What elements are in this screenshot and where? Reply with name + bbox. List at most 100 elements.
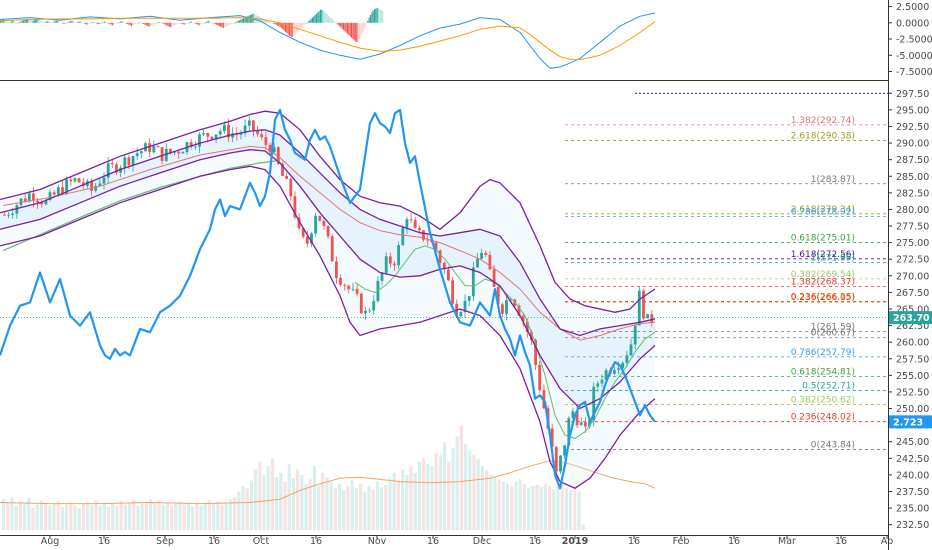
osc-tick-label: -2.5000	[896, 35, 932, 46]
histogram-bar	[379, 9, 381, 23]
band-fill	[0, 129, 655, 409]
histogram-bar	[95, 22, 97, 24]
price-tick-label: 282.50	[896, 188, 929, 199]
price-tick-label: 295.00	[896, 105, 929, 116]
candle-body	[397, 245, 400, 266]
time-tick-label: 16	[310, 536, 322, 547]
histogram-bar	[75, 22, 77, 24]
histogram-bar	[94, 22, 96, 24]
histogram-bar	[320, 9, 322, 23]
volume-bar	[275, 477, 279, 530]
histogram-bar	[189, 22, 191, 23]
price-axis: 297.50 295.00 292.50 290.00 287.50 285.00 282.…	[888, 0, 932, 550]
volume-bar	[569, 490, 573, 530]
oscillator-panel	[0, 7, 888, 81]
histogram-bar	[266, 20, 268, 23]
volume-bar	[228, 499, 232, 530]
candle-body	[276, 147, 280, 164]
histogram-bar	[31, 20, 33, 23]
histogram-bar	[60, 22, 62, 24]
histogram-bar	[148, 22, 150, 27]
candle-body	[44, 200, 48, 205]
histogram-bar	[18, 22, 20, 23]
candle-body	[422, 230, 425, 240]
histogram-bar	[249, 15, 251, 23]
histogram-bar	[259, 16, 261, 23]
candle-body	[297, 217, 301, 229]
histogram-bar	[240, 19, 242, 23]
histogram-bar	[6, 21, 8, 23]
histogram-bar	[340, 22, 342, 28]
histogram-bar	[24, 19, 26, 23]
volume-bar	[212, 503, 216, 530]
histogram-bar	[168, 22, 170, 27]
candle-body	[202, 133, 205, 135]
volume-bar	[493, 477, 497, 530]
band-lower-line	[0, 165, 656, 489]
histogram-bar	[209, 21, 211, 23]
histogram-bar	[28, 19, 30, 23]
histogram-bar	[124, 22, 126, 24]
candle-body	[426, 239, 430, 241]
histogram-bar	[10, 21, 12, 23]
volume-bar	[543, 483, 547, 530]
histogram-bar	[37, 19, 39, 23]
volume-bar	[506, 483, 510, 530]
histogram-bar	[361, 22, 363, 34]
histogram-bar	[224, 22, 226, 28]
histogram-bar	[137, 22, 139, 24]
histogram-bar	[220, 22, 222, 27]
histogram-bar	[207, 20, 209, 23]
fib-level-label: 0.236(266.15)	[791, 292, 855, 302]
band-upper-line	[0, 110, 656, 313]
histogram-bar	[205, 22, 207, 23]
candle-body	[517, 305, 521, 316]
histogram-bar	[221, 22, 223, 28]
histogram-bar	[183, 22, 185, 25]
price-tick-label: 260.00	[896, 338, 929, 349]
band-mid-upper-line	[0, 129, 656, 337]
candle-body	[384, 256, 388, 273]
time-tick-label: Oct	[253, 536, 270, 547]
candle-body	[173, 151, 176, 153]
candle-body	[467, 296, 471, 301]
histogram-bar	[337, 22, 339, 25]
volume-bar	[577, 491, 581, 530]
histogram-bar	[236, 21, 238, 23]
candle-body	[181, 152, 185, 154]
volume-bar	[18, 501, 22, 530]
histogram-bar	[128, 22, 130, 25]
histogram-bar	[108, 22, 110, 24]
histogram-bar	[318, 11, 320, 23]
histogram-bar	[374, 9, 376, 23]
osc-tick-label: -5.0000	[896, 51, 932, 62]
candle-body	[463, 300, 467, 313]
histogram-bar	[326, 14, 328, 23]
histogram-bar	[198, 22, 200, 26]
histogram-bar	[155, 22, 157, 24]
time-axis: Aug 16 Sep 16 Oct 16 Nov 16 Dec 16 2019 16 Feb 16 Mar 1…	[0, 535, 893, 547]
histogram-bar	[5, 20, 7, 23]
candle-body	[239, 133, 243, 135]
histogram-bar	[106, 22, 108, 24]
candle-body	[98, 183, 102, 186]
candle-body	[633, 325, 637, 345]
histogram-bar	[348, 22, 350, 36]
histogram-bar	[342, 22, 344, 30]
candle-body	[592, 386, 596, 421]
fib-level-label: 0.382(269.54)	[791, 270, 855, 280]
candle-body	[646, 314, 649, 319]
histogram-bar	[105, 22, 107, 23]
histogram-bar	[213, 22, 215, 24]
volume-bar	[161, 504, 165, 530]
volume-bar	[199, 505, 203, 530]
histogram-bar	[112, 22, 114, 26]
oscillator-axis: 2.5000 0.0000 -2.5000 -5.0000 -7.5000	[888, 2, 932, 78]
volume-bar	[182, 504, 186, 530]
overlay-value-badge	[889, 415, 932, 429]
histogram-bar	[271, 22, 273, 24]
histogram-bar	[40, 20, 42, 23]
candle-body	[347, 285, 351, 290]
histogram-bar	[216, 22, 218, 25]
